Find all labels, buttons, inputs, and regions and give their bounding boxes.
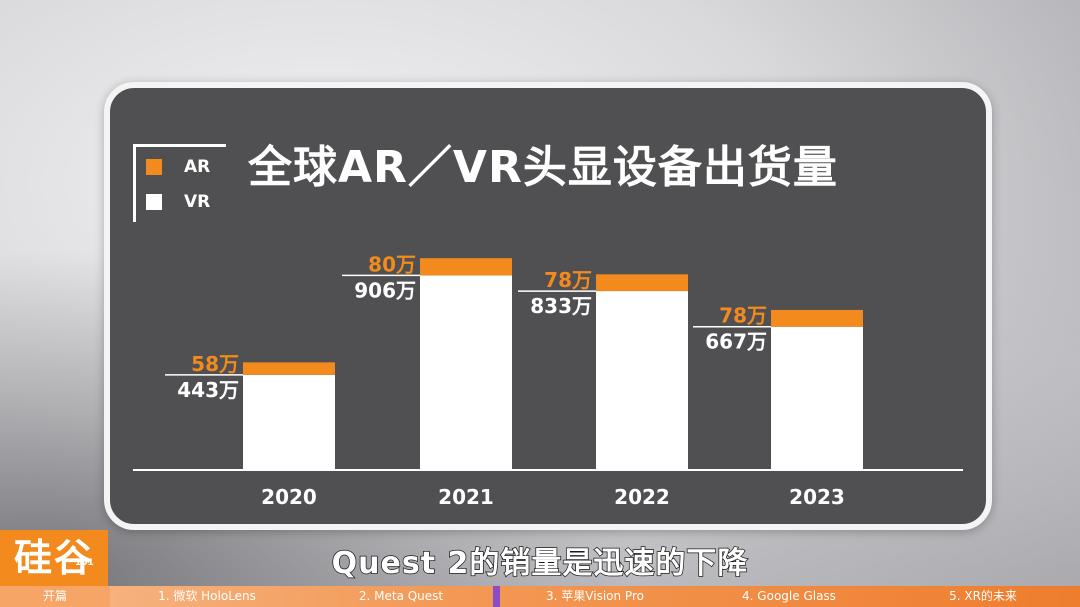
x-tick-label-2020: 2020 [261, 485, 317, 509]
legend-label-vr: VR [184, 192, 211, 212]
legend-swatch-vr [146, 194, 162, 210]
chapter-bar: 开篇 1. 微软 HoloLens 2. Meta Quest 3. 苹果Vis… [0, 586, 1080, 607]
logo-text: 硅谷 [13, 536, 94, 580]
playback-progress-marker[interactable] [493, 586, 500, 607]
chart-title: 全球AR／VR头显设备出货量 [248, 142, 838, 193]
chapter-meta-quest[interactable]: 2. Meta Quest [358, 589, 444, 603]
x-tick-label-2021: 2021 [438, 485, 494, 509]
chapter-hololens[interactable]: 1. 微软 HoloLens [158, 589, 256, 603]
data-label-ar-2022: 78万 [544, 268, 592, 292]
bar-ar-2021 [420, 258, 512, 276]
bar-vr-2023 [771, 326, 863, 470]
legend-item-vr: VR [146, 192, 210, 212]
bar-ar-2022 [596, 274, 688, 292]
bar-ar-2023 [771, 309, 863, 327]
chapter-vision-pro[interactable]: 3. 苹果Vision Pro [546, 589, 644, 603]
data-label-vr-2020: 443万 [177, 378, 239, 402]
data-label-vr-2021: 906万 [354, 278, 416, 302]
logo-sub: 101 [75, 558, 94, 568]
channel-logo: 硅谷 101 [0, 530, 108, 586]
legend-label-ar: AR [184, 157, 211, 177]
legend-swatch-ar [146, 159, 162, 175]
legend-item-ar: AR [146, 157, 210, 177]
data-label-ar-2023: 78万 [719, 304, 767, 328]
data-label-ar-2020: 58万 [191, 352, 239, 376]
data-label-vr-2023: 667万 [705, 330, 767, 354]
bar-vr-2021 [420, 275, 512, 470]
bar-vr-2020 [243, 374, 335, 470]
x-tick-label-2022: 2022 [614, 485, 670, 509]
legend: AR VR [133, 144, 226, 222]
x-tick-label-2023: 2023 [789, 485, 845, 509]
data-label-ar-2021: 80万 [368, 252, 416, 276]
chapter-xr-future[interactable]: 5. XR的未来 [949, 589, 1017, 603]
subtitle-caption: Quest 2的销量是迅速的下降 [331, 545, 749, 582]
chapter-google-glass[interactable]: 4. Google Glass [742, 589, 836, 603]
bar-ar-2020 [243, 362, 335, 375]
bar-vr-2022 [596, 291, 688, 470]
chapter-intro[interactable]: 开篇 [0, 586, 110, 607]
data-label-vr-2022: 833万 [530, 294, 592, 318]
